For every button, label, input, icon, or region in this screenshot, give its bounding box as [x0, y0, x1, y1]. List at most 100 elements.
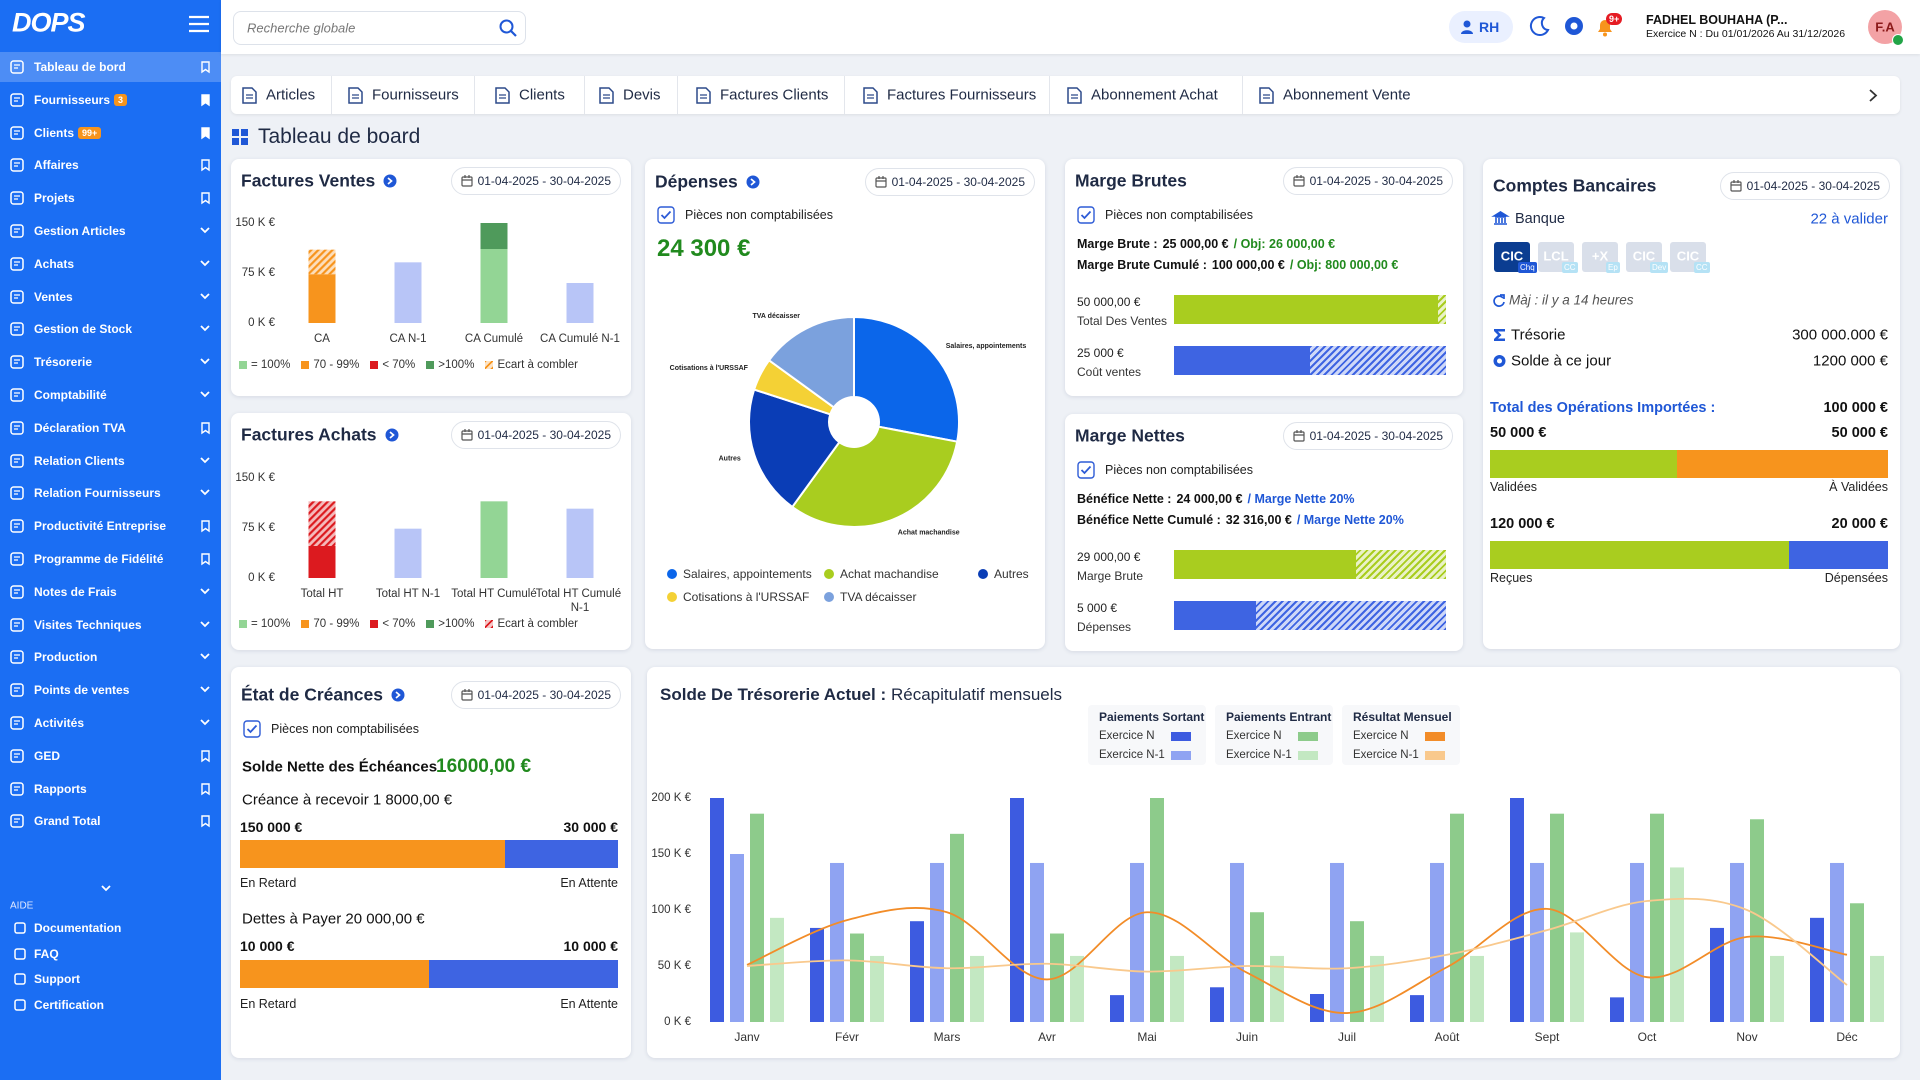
- menu-item[interactable]: Notes de Frais: [0, 577, 221, 607]
- menu-item[interactable]: Production: [0, 642, 221, 672]
- menu-item[interactable]: Relation Fournisseurs: [0, 478, 221, 508]
- legend-group-title: Paiements Entrant: [1226, 710, 1332, 724]
- theme-toggle-part: [1529, 16, 1550, 37]
- menu-item[interactable]: Gestion Articles: [0, 216, 221, 246]
- tab[interactable]: Articles: [266, 86, 316, 104]
- help-item[interactable]: FAQ: [34, 946, 59, 961]
- bank-tag: Ep: [1606, 262, 1620, 273]
- tab[interactable]: Clients: [519, 86, 565, 104]
- chart-title: Solde De Trésorerie Actuel :: [660, 685, 887, 704]
- checkbox[interactable]: [243, 720, 261, 738]
- title-link: [383, 174, 397, 188]
- menu-icon-part: [14, 457, 20, 463]
- checkbox[interactable]: [657, 206, 675, 224]
- card-title: État de Créances: [241, 684, 384, 705]
- menu-item[interactable]: Programme de Fidélité: [0, 544, 221, 574]
- tab[interactable]: Abonnement Achat: [1091, 86, 1218, 104]
- menu-item[interactable]: Productivité Entreprise: [0, 511, 221, 541]
- date-range[interactable]: 01-04-2025 - 30-04-2025: [450, 681, 621, 709]
- legend-item: Ecart à combler: [485, 359, 578, 371]
- bank-account[interactable]: +X Ep: [1582, 242, 1620, 273]
- menu-item[interactable]: Relation Clients: [0, 446, 221, 476]
- pending-link[interactable]: 22 à valider: [1810, 210, 1888, 228]
- checkbox[interactable]: [1077, 206, 1095, 224]
- tab[interactable]: Fournisseurs: [372, 86, 459, 104]
- help-item[interactable]: Support: [34, 972, 80, 987]
- menu-bookmark-part: [201, 192, 210, 205]
- bank-account[interactable]: CIC CC: [1670, 242, 1710, 273]
- menu-item[interactable]: Grand Total: [0, 806, 221, 836]
- marge-value: 100 000,00 €: [1211, 258, 1285, 272]
- help-item[interactable]: Documentation: [34, 921, 122, 935]
- menu-item[interactable]: Achats: [0, 249, 221, 279]
- row-value: 1200 000 €: [1812, 352, 1888, 370]
- menu-icon-part: [10, 781, 24, 796]
- menu-item[interactable]: Affaires: [0, 150, 221, 180]
- legend-label: >100%: [438, 618, 475, 630]
- menu-icon-part: [10, 289, 24, 304]
- menu-item[interactable]: Projets: [0, 183, 221, 213]
- menu-item[interactable]: Activités: [0, 708, 221, 738]
- menu-item[interactable]: Comptabilité: [0, 380, 221, 410]
- x-tick-label: Sept: [1535, 1030, 1560, 1044]
- menu-item[interactable]: Visites Techniques: [0, 610, 221, 640]
- rh-label: RH: [1479, 19, 1500, 35]
- bank-account[interactable]: CIC Dev: [1626, 242, 1669, 273]
- help-icon: [14, 999, 26, 1011]
- menu-icon-part: [14, 326, 20, 332]
- split-left-label: En Retard: [240, 997, 297, 1011]
- menu-bookmark: [201, 126, 210, 139]
- bar: [750, 813, 764, 1022]
- split-right-label: À Validées: [1829, 480, 1888, 494]
- tab[interactable]: Abonnement Vente: [1283, 86, 1411, 104]
- menu-item[interactable]: Points de ventes: [0, 675, 221, 705]
- tab-separator: [474, 76, 475, 114]
- bank-account[interactable]: LCL CC: [1538, 242, 1578, 273]
- menu-chevron-part: [200, 325, 210, 332]
- date-range[interactable]: 01-04-2025 - 30-04-2025: [864, 168, 1035, 196]
- title-link: [385, 428, 399, 442]
- menu-bookmark: [201, 192, 210, 205]
- split-left: [1490, 541, 1789, 569]
- menu-item[interactable]: GED: [0, 741, 221, 771]
- menu-item[interactable]: Trésorerie: [0, 347, 221, 377]
- date-range[interactable]: 01-04-2025 - 30-04-2025: [1282, 167, 1453, 195]
- menu-item[interactable]: Fournisseurs 3: [0, 85, 221, 115]
- tab[interactable]: Factures Clients: [720, 86, 829, 104]
- menu-icon-part: [10, 93, 24, 107]
- menu-item[interactable]: Gestion de Stock: [0, 314, 221, 344]
- date-range[interactable]: 01-04-2025 - 30-04-2025: [450, 421, 621, 449]
- menu-item[interactable]: Ventes: [0, 282, 221, 312]
- title-link-part: [389, 431, 395, 439]
- tab[interactable]: Devis: [623, 86, 661, 104]
- rh-button[interactable]: RH: [1449, 11, 1513, 43]
- date-range[interactable]: 01-04-2025 - 30-04-2025: [1719, 172, 1890, 200]
- legend-label: Exercice N: [1226, 730, 1282, 742]
- marge-card: Marge Nettes 01-04-2025 - 30-04-2025 Pièce…: [1065, 414, 1463, 651]
- help-item[interactable]: Certification: [34, 998, 105, 1013]
- split-bar: [240, 840, 618, 868]
- y-tick-label: 75 K €: [242, 267, 276, 279]
- date-range[interactable]: 01-04-2025 - 30-04-2025: [450, 167, 621, 195]
- bar-segment: [480, 249, 508, 323]
- date-range[interactable]: 01-04-2025 - 30-04-2025: [1282, 422, 1453, 450]
- avatar[interactable]: F.A: [1868, 10, 1904, 46]
- menu-icon-part: [14, 621, 20, 627]
- tab[interactable]: Factures Fournisseurs: [887, 86, 1037, 104]
- date-text: 01-04-2025 - 30-04-2025: [1309, 429, 1443, 443]
- title-link: [746, 175, 760, 189]
- chart-card: Factures Ventes 01-04-2025 - 30-04-2025 0 …: [231, 159, 631, 396]
- menu-item[interactable]: Tableau de bord: [0, 52, 221, 82]
- bank-account[interactable]: CIC Chq: [1494, 242, 1537, 273]
- row-icon: [1493, 355, 1506, 367]
- legend-item: Achat machandise: [824, 567, 978, 581]
- menu-chevron-part: [200, 260, 210, 267]
- tab-icon-part: [867, 94, 874, 99]
- menu-item[interactable]: Clients 99+: [0, 118, 221, 148]
- menu-icon-part: [14, 687, 20, 692]
- x-tick-label: CA Cumulé N-1: [540, 333, 620, 345]
- checkbox[interactable]: [1077, 461, 1095, 479]
- search-box[interactable]: Recherche globale: [233, 11, 526, 45]
- menu-item[interactable]: Déclaration TVA: [0, 413, 221, 443]
- menu-item[interactable]: Rapports: [0, 774, 221, 804]
